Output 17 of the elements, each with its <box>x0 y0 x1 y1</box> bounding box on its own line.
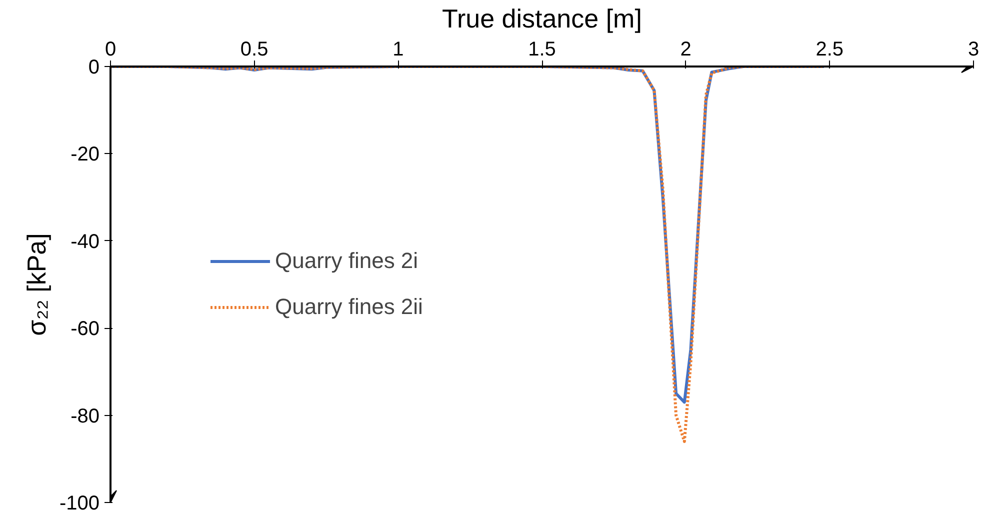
legend-label: Quarry fines 2i <box>275 248 418 274</box>
y-tick-label: -80 <box>70 405 100 428</box>
y-axis-title: σ₂₂ [kPa] <box>21 233 52 336</box>
x-tick-label: 3 <box>968 38 980 60</box>
y-tick-label: -60 <box>70 318 100 340</box>
y-tick-label: -20 <box>70 144 100 166</box>
x-tick-label: 2.5 <box>816 38 844 60</box>
legend-label: Quarry fines 2ii <box>275 294 423 320</box>
x-tick-label: 1.5 <box>528 38 556 60</box>
x-tick-label: 0.5 <box>240 38 268 60</box>
y-tick-label: -40 <box>70 230 100 253</box>
y-tick-label: 0 <box>88 56 100 78</box>
x-tick-label: 2 <box>680 38 692 60</box>
x-axis-title: True distance [m] <box>442 4 642 34</box>
y-tick-label: -100 <box>59 492 100 514</box>
x-tick-label: 0 <box>104 38 116 60</box>
x-tick-label: 1 <box>392 38 404 60</box>
